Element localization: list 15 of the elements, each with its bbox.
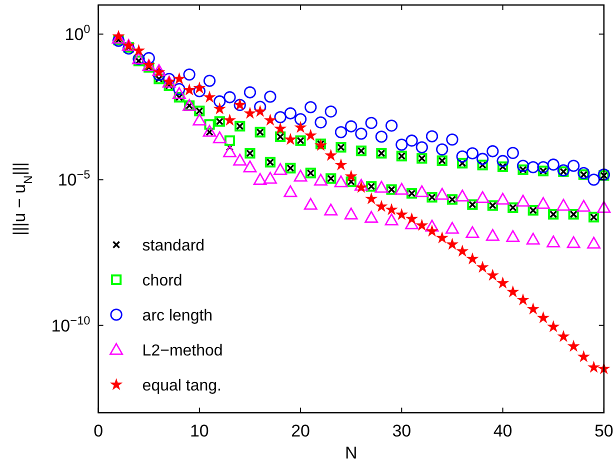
x-tick-label: 0: [94, 422, 104, 441]
legend-label: standard: [142, 238, 205, 255]
y-tick-label: 10$^{0}$: [64, 22, 91, 44]
y-tick-label: 10$^{−5}$: [58, 168, 91, 190]
x-tick-label: 30: [392, 422, 412, 441]
x-tick-label: 10: [190, 422, 209, 441]
legend-label: chord: [142, 272, 182, 290]
legend-label: equal tang.: [142, 378, 222, 395]
legend-label: arc length: [142, 308, 213, 325]
x-axis-title: N: [344, 444, 358, 463]
x-tick-label: 20: [291, 422, 310, 441]
x-tick-label: 40: [493, 422, 512, 441]
x-tick-label: 50: [594, 422, 613, 441]
y-tick-label: 10$^{−10}$: [51, 313, 91, 336]
legend-label: L2−method: [142, 342, 223, 360]
